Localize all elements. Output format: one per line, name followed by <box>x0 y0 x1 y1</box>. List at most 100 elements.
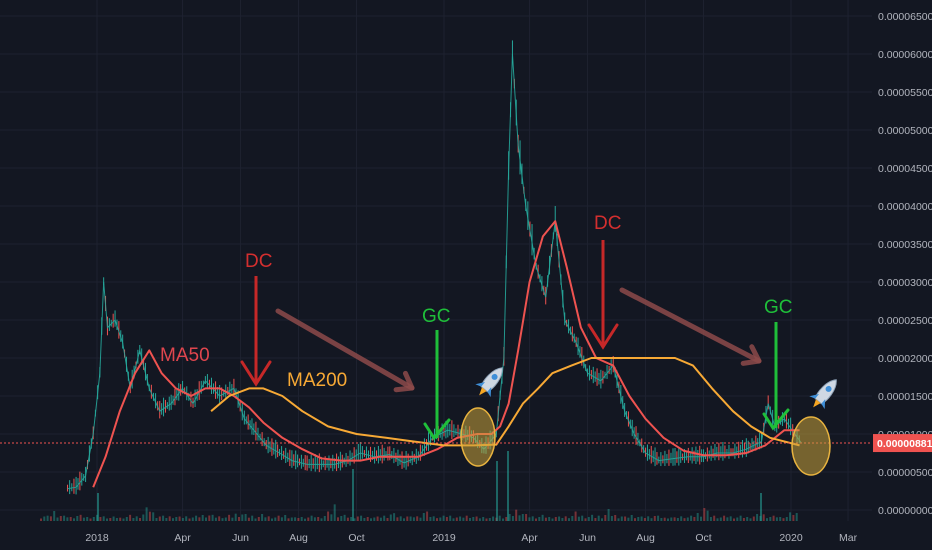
y-tick-label: 0.00004500 <box>878 163 932 175</box>
volume-bar <box>297 518 300 521</box>
volume-bar <box>660 518 663 521</box>
x-tick-label: Jun <box>232 532 249 544</box>
volume-bar <box>360 515 363 521</box>
volume-bar <box>300 517 303 521</box>
volume-bar <box>683 518 686 521</box>
volume-bar <box>373 517 376 521</box>
volume-bar <box>779 517 782 521</box>
volume-bar <box>129 514 132 521</box>
volume-bar <box>496 461 498 521</box>
volume-bar <box>736 517 739 521</box>
y-tick-label: 0.00006500 <box>878 11 932 23</box>
volume-bar <box>317 517 320 521</box>
volume-bar <box>168 516 171 521</box>
volume-bar <box>518 515 521 521</box>
volume-bar <box>40 518 42 521</box>
rocket-body <box>480 367 503 393</box>
x-tick-label: 2020 <box>779 532 803 544</box>
volume-bar <box>224 517 227 521</box>
volume-bar <box>310 515 313 521</box>
volume-bar <box>366 517 369 521</box>
volume-bar <box>538 517 541 521</box>
volume-bar <box>211 514 214 521</box>
volume-bar <box>228 514 231 521</box>
volume-bar <box>56 517 59 521</box>
volume-bar <box>208 515 211 521</box>
rocket-icon <box>809 379 837 410</box>
volume-bar <box>257 517 260 521</box>
volume-bar <box>502 518 504 521</box>
rocket-fin <box>809 394 820 399</box>
volume-bar <box>284 515 287 521</box>
volume-bar <box>73 518 75 521</box>
annotation-ma50: MA50 <box>160 345 210 366</box>
y-tick-label: 0.00001500 <box>878 391 932 403</box>
volume-bar <box>449 515 452 521</box>
volume-bar <box>756 514 759 521</box>
check-mark <box>423 418 451 441</box>
volume-bar <box>221 518 224 521</box>
volume-bar <box>511 516 514 521</box>
volume-bar <box>383 515 386 521</box>
volume-bar <box>399 516 402 521</box>
volume-bar <box>370 518 372 521</box>
volume-bar <box>264 517 267 521</box>
down-arrow-head <box>587 323 619 350</box>
volume-bar <box>653 516 656 521</box>
volume-bar <box>640 516 643 521</box>
volume-bar <box>152 512 155 521</box>
volume-bar <box>693 517 696 521</box>
volume-bar <box>548 517 551 521</box>
volume-bar <box>505 517 508 521</box>
volume-bar <box>389 514 392 521</box>
volume-bar <box>637 517 640 521</box>
volume-bar <box>307 517 310 521</box>
volume-bar <box>535 518 537 521</box>
volume-bar <box>591 514 594 521</box>
volume-bar <box>320 518 323 521</box>
volume-bar <box>492 516 495 521</box>
volume-bar <box>597 515 600 521</box>
volume-bar <box>706 510 709 521</box>
volume-bar <box>436 518 438 521</box>
x-tick-label: 2018 <box>85 532 109 544</box>
volume-bar <box>86 517 89 521</box>
volume-bar <box>247 517 250 521</box>
volume-bar <box>112 516 115 521</box>
volume-bar <box>330 514 333 521</box>
volume-bar <box>442 515 445 521</box>
volume-bar <box>109 518 112 521</box>
volume-bar <box>135 516 138 521</box>
volume-bar <box>650 518 653 521</box>
volume-bar <box>162 515 165 521</box>
volume-bar <box>148 511 151 521</box>
volume-bar <box>125 517 128 521</box>
volume-bar <box>304 518 306 521</box>
volume-bar <box>261 514 264 521</box>
volume-bar <box>515 509 518 521</box>
volume-bar <box>657 515 660 521</box>
volume-bar <box>528 517 531 521</box>
volume-bar <box>676 518 679 521</box>
volume-bar <box>729 516 732 521</box>
volume-bar <box>663 517 666 521</box>
volume-bar <box>713 515 716 521</box>
rocket-fin <box>821 399 826 410</box>
volume-bar <box>485 518 488 521</box>
volume-bar <box>432 516 435 521</box>
volume-bar <box>472 517 475 521</box>
volume-bar <box>119 517 122 521</box>
volume-bar <box>188 518 191 521</box>
rocket-body <box>814 379 837 405</box>
annotation-dc: DC <box>245 251 272 272</box>
volume-bar <box>643 518 646 521</box>
volume-bar <box>158 516 161 521</box>
annotation-gc: GC <box>422 306 451 327</box>
volume-bar <box>462 517 465 521</box>
volume-bar <box>386 518 389 521</box>
volume-bars <box>40 451 798 521</box>
volume-bar <box>581 515 584 521</box>
volume-bar <box>554 517 557 521</box>
y-axis: 0.00006500 0.00006000 0.00005500 0.00005000… <box>873 11 932 517</box>
volume-bar <box>525 514 528 521</box>
